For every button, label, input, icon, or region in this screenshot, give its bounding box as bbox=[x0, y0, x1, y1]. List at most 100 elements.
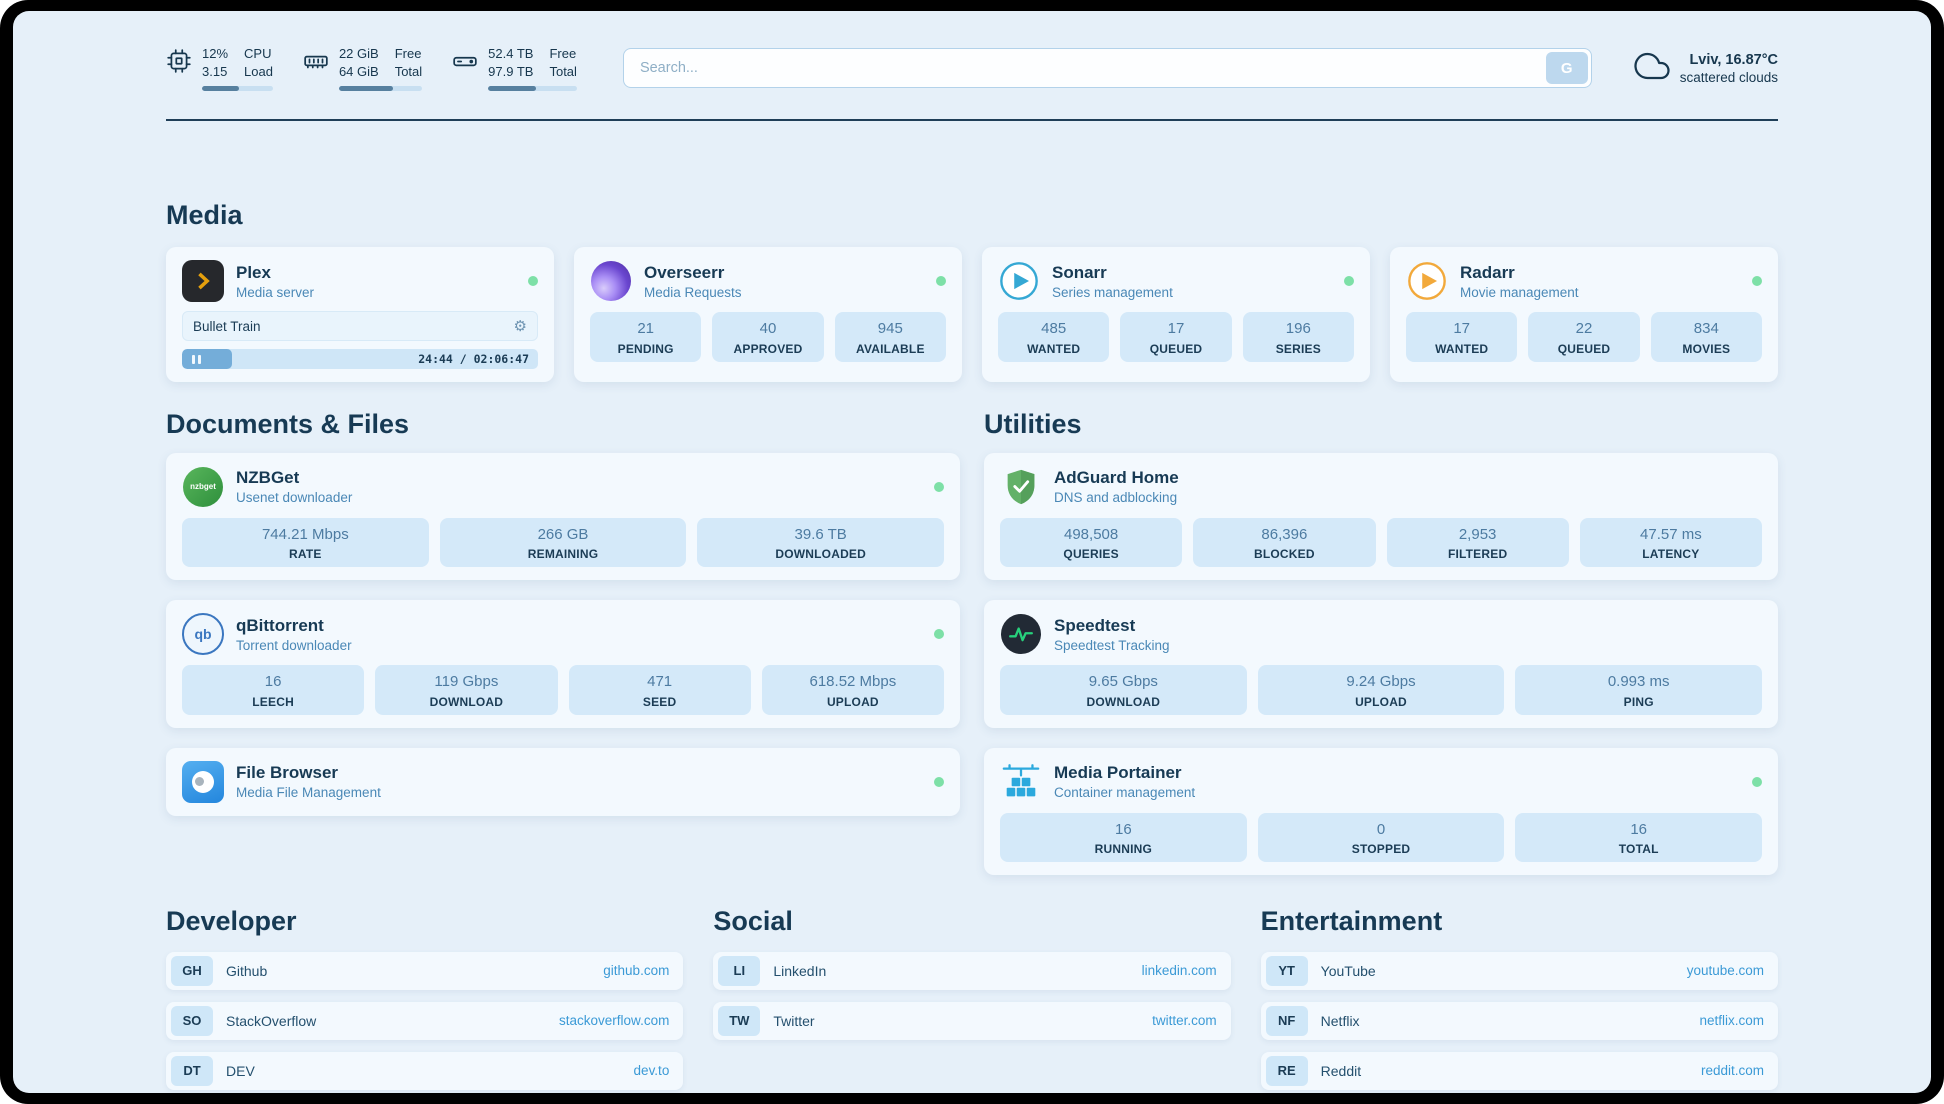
app-card-sonarr[interactable]: Sonarr Series management 485 WANTED 17 Q… bbox=[982, 247, 1370, 383]
app-card-speedtest[interactable]: Speedtest Speedtest Tracking 9.65 Gbps D… bbox=[984, 600, 1778, 728]
header-divider bbox=[166, 119, 1778, 122]
bookmark-linkedin[interactable]: LI LinkedIn linkedin.com bbox=[713, 951, 1231, 990]
section-social: Social LI LinkedIn linkedin.com TW Twitt… bbox=[713, 905, 1231, 1089]
stat-downloaded: 39.6 TB DOWNLOADED bbox=[697, 517, 945, 568]
search-engine-button[interactable]: G bbox=[1545, 52, 1588, 85]
app-name: Overseerr bbox=[644, 262, 725, 282]
bookmark-twitter[interactable]: TW Twitter twitter.com bbox=[713, 1001, 1231, 1040]
stat-leech: 16 LEECH bbox=[182, 665, 365, 715]
gear-icon[interactable]: ⚙ bbox=[513, 317, 527, 335]
stat-ping: 0.993 ms PING bbox=[1515, 665, 1763, 715]
playback-progress-fill bbox=[182, 349, 232, 370]
app-subtitle: Movie management bbox=[1460, 284, 1579, 300]
section-title-social: Social bbox=[713, 906, 793, 937]
cpu-metric: 12% 3.15 CPU Load bbox=[166, 45, 273, 92]
disk-metric: 52.4 TB 97.9 TB Free Total bbox=[452, 45, 577, 92]
bookmark-name: Netflix bbox=[1320, 1012, 1360, 1029]
stat-download: 9.65 Gbps DOWNLOAD bbox=[1000, 665, 1247, 715]
app-card-plex[interactable]: Plex Media server Bullet Train ⚙ 24:44 /… bbox=[166, 247, 554, 383]
disk-label-2: Total bbox=[549, 63, 577, 79]
memory-label-1: Free bbox=[394, 46, 422, 61]
stat-available: 945 AVAILABLE bbox=[834, 312, 946, 362]
bookmark-name: Github bbox=[226, 962, 268, 979]
app-name: File Browser bbox=[236, 763, 339, 783]
bookmark-url[interactable]: youtube.com bbox=[1686, 963, 1764, 979]
memory-metric: 22 GiB 64 GiB Free Total bbox=[303, 45, 423, 92]
bookmark-url[interactable]: github.com bbox=[603, 963, 670, 979]
bookmark-reddit[interactable]: RE Reddit reddit.com bbox=[1260, 1051, 1778, 1090]
status-dot-online bbox=[1752, 776, 1762, 787]
app-subtitle: DNS and adblocking bbox=[1054, 490, 1178, 506]
bookmark-name: LinkedIn bbox=[773, 962, 827, 979]
app-subtitle: Torrent downloader bbox=[236, 637, 352, 653]
section-title-utilities: Utilities bbox=[984, 409, 1082, 440]
stat-series: 196 SERIES bbox=[1242, 312, 1354, 362]
bookmark-youtube[interactable]: YT YouTube youtube.com bbox=[1260, 951, 1778, 990]
status-dot-online bbox=[936, 276, 946, 287]
bookmark-url[interactable]: reddit.com bbox=[1700, 1063, 1764, 1079]
bookmark-url[interactable]: linkedin.com bbox=[1141, 963, 1217, 979]
cpu-label-2: Load bbox=[244, 63, 273, 79]
app-name: Speedtest bbox=[1054, 615, 1136, 635]
app-card-filebrowser[interactable]: File Browser Media File Management bbox=[166, 747, 960, 816]
status-dot-online bbox=[1752, 276, 1762, 287]
cpu-icon bbox=[166, 45, 192, 91]
section-title-media: Media bbox=[166, 200, 243, 231]
stat-total: 16 TOTAL bbox=[1515, 812, 1763, 863]
section-title-developer: Developer bbox=[166, 906, 297, 937]
stat-queued: 17 QUEUED bbox=[1120, 312, 1232, 362]
bookmark-name: StackOverflow bbox=[226, 1012, 317, 1029]
app-subtitle: Speedtest Tracking bbox=[1054, 637, 1170, 653]
bookmark-url[interactable]: twitter.com bbox=[1152, 1013, 1217, 1029]
bookmark-dev[interactable]: DT DEV dev.to bbox=[166, 1051, 684, 1090]
section-entertainment: Entertainment YT YouTube youtube.com NF … bbox=[1260, 905, 1778, 1090]
stat-approved: 40 APPROVED bbox=[712, 312, 824, 362]
stat-queued: 22 QUEUED bbox=[1528, 312, 1640, 362]
search-input[interactable] bbox=[622, 48, 1592, 89]
stat-upload: 618.52 Mbps UPLOAD bbox=[761, 665, 944, 715]
memory-icon bbox=[303, 45, 329, 91]
status-dot-online bbox=[934, 481, 944, 492]
memory-usage-bar bbox=[338, 86, 423, 92]
speedtest-icon bbox=[1000, 613, 1042, 655]
app-card-adguard[interactable]: AdGuard Home DNS and adblocking 498,508 … bbox=[984, 452, 1778, 581]
bookmark-url[interactable]: stackoverflow.com bbox=[559, 1013, 670, 1029]
stat-download: 119 Gbps DOWNLOAD bbox=[375, 665, 558, 715]
status-dot-online bbox=[1344, 276, 1354, 287]
plex-icon bbox=[182, 260, 224, 303]
disk-label-1: Free bbox=[549, 46, 577, 61]
app-name: Plex bbox=[236, 262, 271, 282]
app-subtitle: Series management bbox=[1052, 284, 1173, 300]
cpu-label-1: CPU bbox=[244, 46, 272, 61]
qbittorrent-icon: qb bbox=[182, 613, 224, 656]
bookmark-abbr: SO bbox=[171, 1005, 213, 1036]
section-documents: Documents & Files nzbget NZBGet Usenet d… bbox=[166, 408, 960, 875]
disk-total-value: 97.9 TB bbox=[488, 63, 534, 79]
app-subtitle: Media server bbox=[236, 284, 315, 300]
app-card-qbittorrent[interactable]: qb qBittorrent Torrent downloader 16 LEE… bbox=[166, 600, 960, 728]
stat-wanted: 485 WANTED bbox=[998, 312, 1110, 362]
weather-condition: scattered clouds bbox=[1679, 69, 1778, 85]
bookmark-abbr: LI bbox=[718, 955, 761, 986]
memory-total-value: 64 GiB bbox=[338, 63, 379, 79]
stat-queries: 498,508 QUERIES bbox=[1000, 517, 1183, 568]
bookmark-url[interactable]: netflix.com bbox=[1699, 1013, 1764, 1029]
bookmark-url[interactable]: dev.to bbox=[633, 1063, 670, 1079]
app-card-portainer[interactable]: Media Portainer Container management 16 … bbox=[984, 747, 1778, 876]
stat-movies: 834 MOVIES bbox=[1650, 312, 1762, 362]
app-name: NZBGet bbox=[236, 468, 300, 488]
top-bar: 12% 3.15 CPU Load bbox=[166, 11, 1778, 92]
bookmark-github[interactable]: GH Github github.com bbox=[166, 951, 684, 990]
section-title-entertainment: Entertainment bbox=[1260, 906, 1443, 937]
bookmark-netflix[interactable]: NF Netflix netflix.com bbox=[1260, 1001, 1778, 1040]
disk-usage-bar bbox=[488, 86, 577, 92]
pause-icon bbox=[198, 354, 201, 364]
app-card-radarr[interactable]: Radarr Movie management 17 WANTED 22 QUE… bbox=[1390, 247, 1778, 383]
app-card-nzbget[interactable]: nzbget NZBGet Usenet downloader 744.21 M… bbox=[166, 452, 960, 581]
app-card-overseerr[interactable]: Overseerr Media Requests 21 PENDING 40 A… bbox=[574, 247, 962, 383]
nzbget-icon: nzbget bbox=[182, 466, 224, 508]
bookmark-stackoverflow[interactable]: SO StackOverflow stackoverflow.com bbox=[166, 1001, 684, 1040]
bookmark-abbr: DT bbox=[171, 1055, 213, 1086]
app-subtitle: Usenet downloader bbox=[236, 490, 353, 506]
weather-widget: Lviv, 16.87°C scattered clouds bbox=[1634, 48, 1778, 89]
